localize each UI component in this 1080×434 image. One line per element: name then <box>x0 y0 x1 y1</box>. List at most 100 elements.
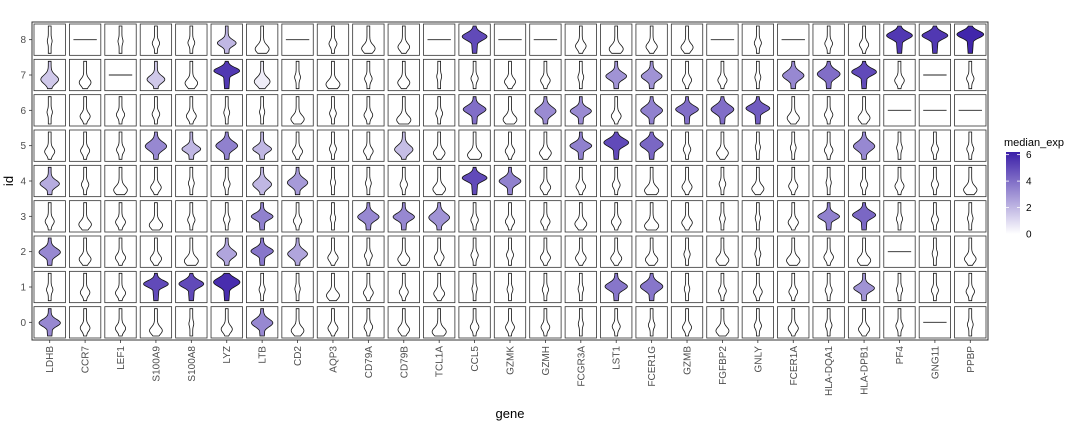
x-tick-label: S100A9 <box>151 346 162 382</box>
violin <box>603 131 630 160</box>
legend-colorbar <box>1006 152 1020 234</box>
violin <box>823 131 834 160</box>
violin <box>644 237 659 266</box>
violin <box>967 202 974 231</box>
violin <box>290 96 305 125</box>
violin <box>183 237 199 266</box>
violin <box>930 166 939 196</box>
violin <box>895 272 904 302</box>
violin <box>114 308 127 337</box>
x-tick-label: FGFBP2 <box>718 346 729 385</box>
violin <box>611 166 621 196</box>
x-tick-label: GNLY <box>753 346 764 373</box>
violin <box>644 202 660 231</box>
violin <box>930 202 939 231</box>
x-axis-title: gene <box>496 406 525 421</box>
violin <box>251 308 274 337</box>
violin <box>610 96 622 125</box>
violin <box>435 96 444 125</box>
violin <box>46 96 53 125</box>
violin <box>329 131 337 160</box>
violin <box>895 308 904 337</box>
violin <box>639 131 664 160</box>
violin <box>577 308 584 337</box>
violin <box>428 202 451 231</box>
x-tick-label: FCER1A <box>789 346 800 386</box>
violin <box>498 166 522 196</box>
violin <box>966 131 975 160</box>
legend-tick-label: 6 <box>1026 150 1032 161</box>
violin <box>397 237 411 266</box>
violin <box>38 237 61 266</box>
violin <box>397 60 411 90</box>
violin <box>852 202 877 231</box>
violin <box>608 25 624 54</box>
violin <box>682 131 692 160</box>
violin <box>824 96 834 125</box>
violin <box>252 131 272 160</box>
violin <box>569 131 593 160</box>
violin <box>396 96 412 125</box>
x-tick-label: PPBP <box>966 346 977 373</box>
violin <box>852 131 876 160</box>
violin <box>921 25 949 54</box>
violin <box>894 166 905 196</box>
violin <box>853 272 875 302</box>
x-tick-label: HLA-DPB1 <box>860 346 871 395</box>
violin <box>431 308 447 337</box>
violin <box>150 166 162 196</box>
y-tick-label: 4 <box>20 177 26 188</box>
violin <box>115 237 127 266</box>
violin <box>502 96 518 125</box>
violin <box>397 25 410 54</box>
violin <box>896 131 903 160</box>
violin <box>782 60 805 90</box>
violin <box>469 308 480 337</box>
violin <box>470 237 479 266</box>
legend-title: median_exp <box>1004 137 1064 149</box>
violin <box>40 60 59 90</box>
violin <box>436 60 443 90</box>
violin <box>857 237 872 266</box>
violin <box>504 131 516 160</box>
x-tick-label: GZMB <box>683 346 694 375</box>
violin <box>604 272 628 302</box>
violin <box>392 202 415 231</box>
x-tick-label: GNG11 <box>930 346 941 380</box>
violin <box>577 60 585 90</box>
violin <box>216 25 237 54</box>
violin <box>718 272 727 302</box>
violin <box>365 166 372 196</box>
violin <box>79 96 91 125</box>
violin <box>506 237 514 266</box>
violin <box>330 166 336 196</box>
violin <box>290 308 305 337</box>
x-tick-label: LDHB <box>45 346 56 373</box>
violin <box>715 237 730 266</box>
violin <box>644 166 660 196</box>
violin <box>258 272 266 302</box>
y-tick-label: 8 <box>20 35 26 46</box>
violin <box>143 272 169 302</box>
violin <box>682 60 692 90</box>
violin <box>896 202 903 231</box>
violin <box>754 237 762 266</box>
violin <box>461 166 488 196</box>
violin <box>539 131 552 160</box>
legend-tick-label: 4 <box>1026 177 1032 188</box>
violin <box>540 308 551 337</box>
violin <box>539 237 551 266</box>
x-tick-label: GZMH <box>541 346 552 375</box>
x-tick-label: CCL5 <box>470 346 481 372</box>
violin <box>681 202 693 231</box>
violin <box>963 166 978 196</box>
violin <box>78 60 92 90</box>
violin <box>329 202 337 231</box>
violin <box>717 60 728 90</box>
violin <box>216 237 238 266</box>
violin <box>44 131 56 160</box>
violin <box>363 96 374 125</box>
violin <box>46 25 53 54</box>
violin <box>930 272 939 302</box>
violin <box>44 202 55 231</box>
